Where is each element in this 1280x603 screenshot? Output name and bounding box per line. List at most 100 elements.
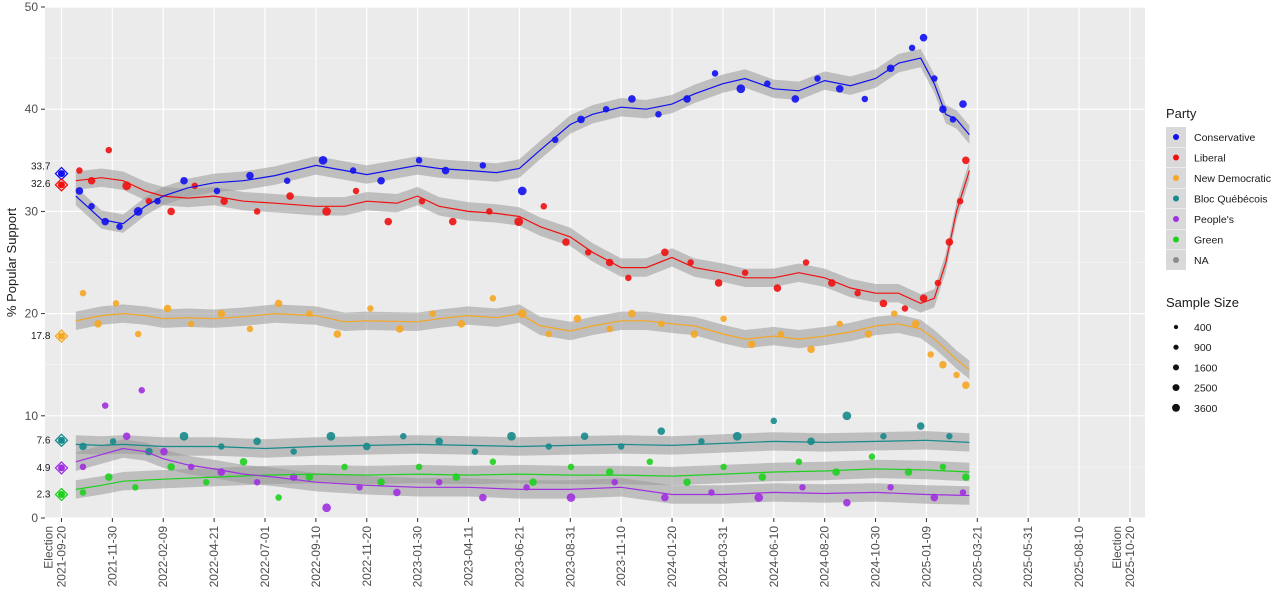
legend-key-dot (1173, 257, 1179, 263)
data-point (187, 320, 195, 328)
data-point (362, 442, 371, 451)
data-point (835, 84, 844, 93)
data-point (658, 320, 665, 328)
data-point (105, 146, 113, 154)
data-point (657, 427, 666, 435)
x-tick-label-group: 2024-10-30 (869, 526, 883, 588)
data-point (854, 289, 861, 297)
x-tick-label: 2021-11-30 (105, 526, 119, 587)
data-point (566, 493, 576, 502)
data-point (611, 478, 618, 486)
x-tick-label: 2023-01-30 (411, 526, 425, 588)
election-marker-dot (57, 170, 65, 178)
legend-label-party: NA (1194, 255, 1209, 267)
data-point (429, 310, 436, 317)
data-point (661, 493, 669, 502)
x-tick-label-group: 2025-05-31 (1021, 526, 1035, 588)
data-point (479, 162, 487, 169)
data-point (239, 457, 248, 466)
data-point (529, 478, 537, 487)
data-point (807, 345, 815, 354)
data-point (567, 463, 575, 471)
legend-label-party: Liberal (1194, 153, 1226, 165)
data-point (919, 33, 928, 42)
data-point (160, 447, 168, 456)
data-point (773, 284, 782, 292)
legend-label-size: 400 (1194, 322, 1212, 334)
election-marker (54, 461, 69, 475)
y-tick-label: 30 (25, 204, 39, 218)
y-axis-title: % Popular Support (4, 208, 19, 318)
x-tick-prefix: Election (41, 526, 55, 569)
data-point (167, 463, 175, 471)
data-point (720, 463, 727, 471)
data-point (367, 305, 374, 312)
data-point (167, 207, 175, 216)
x-tick-label: 2025-10-20 (1123, 526, 1137, 588)
data-point (683, 95, 691, 103)
data-point (843, 498, 851, 507)
legend-label-party: People's (1194, 214, 1234, 226)
data-point (79, 463, 87, 471)
data-point (356, 484, 363, 491)
data-point (116, 223, 123, 230)
data-point (625, 274, 632, 282)
data-point (758, 473, 767, 481)
data-point (112, 300, 120, 307)
x-tick-label: 2022-11-20 (360, 526, 374, 587)
data-point (573, 314, 582, 323)
x-tick-label: 2024-08-20 (818, 526, 832, 588)
x-tick-label: 2022-04-21 (207, 526, 221, 588)
x-tick-label-group: 2023-04-11 (462, 526, 476, 587)
data-point (770, 417, 778, 425)
data-point (253, 437, 261, 446)
data-point (180, 176, 188, 185)
trend-ribbon-5 (75, 459, 970, 499)
data-point (246, 325, 254, 333)
data-point (274, 299, 283, 308)
data-point (393, 488, 401, 497)
y-tick-label: 50 (25, 0, 39, 14)
data-point (799, 484, 806, 491)
data-point (795, 458, 803, 466)
data-point (377, 176, 385, 185)
data-point (864, 330, 873, 338)
data-point (606, 325, 613, 333)
x-tick-label: 2022-09-10 (309, 526, 323, 588)
legend-label-party: New Democratic (1194, 173, 1271, 185)
election-marker-dot (57, 436, 65, 444)
legend-size-dot (1173, 344, 1179, 350)
data-point (441, 166, 450, 175)
data-point (927, 351, 934, 358)
legend-size-dot (1172, 384, 1180, 392)
data-point (489, 295, 497, 302)
x-tick-label: 2025-03-21 (970, 526, 984, 588)
data-point (628, 95, 636, 103)
data-point (580, 432, 589, 441)
data-point (930, 493, 939, 502)
data-point (832, 468, 840, 476)
data-point (916, 422, 925, 430)
legend-key-dot (1173, 195, 1179, 202)
legend-size-dot (1172, 364, 1180, 371)
data-point (79, 489, 87, 496)
data-point (736, 84, 746, 94)
x-tick-label-group: 2021-09-20 (54, 526, 68, 588)
data-point (122, 432, 131, 441)
data-point (326, 431, 336, 441)
trend-line-5 (75, 468, 970, 490)
data-point (202, 478, 210, 486)
x-tick-label-group: 2025-03-21 (970, 526, 984, 588)
data-point (220, 197, 228, 205)
data-point (802, 259, 810, 266)
trend-line-1 (75, 170, 970, 305)
x-tick-label: 2024-03-31 (716, 526, 730, 588)
data-point (132, 484, 139, 491)
trend-ribbon-0 (75, 48, 970, 233)
x-tick-label: 2024-06-10 (767, 526, 781, 588)
data-point (352, 187, 360, 195)
legend-label-size: 900 (1194, 342, 1212, 354)
trend-line-0 (75, 57, 970, 225)
